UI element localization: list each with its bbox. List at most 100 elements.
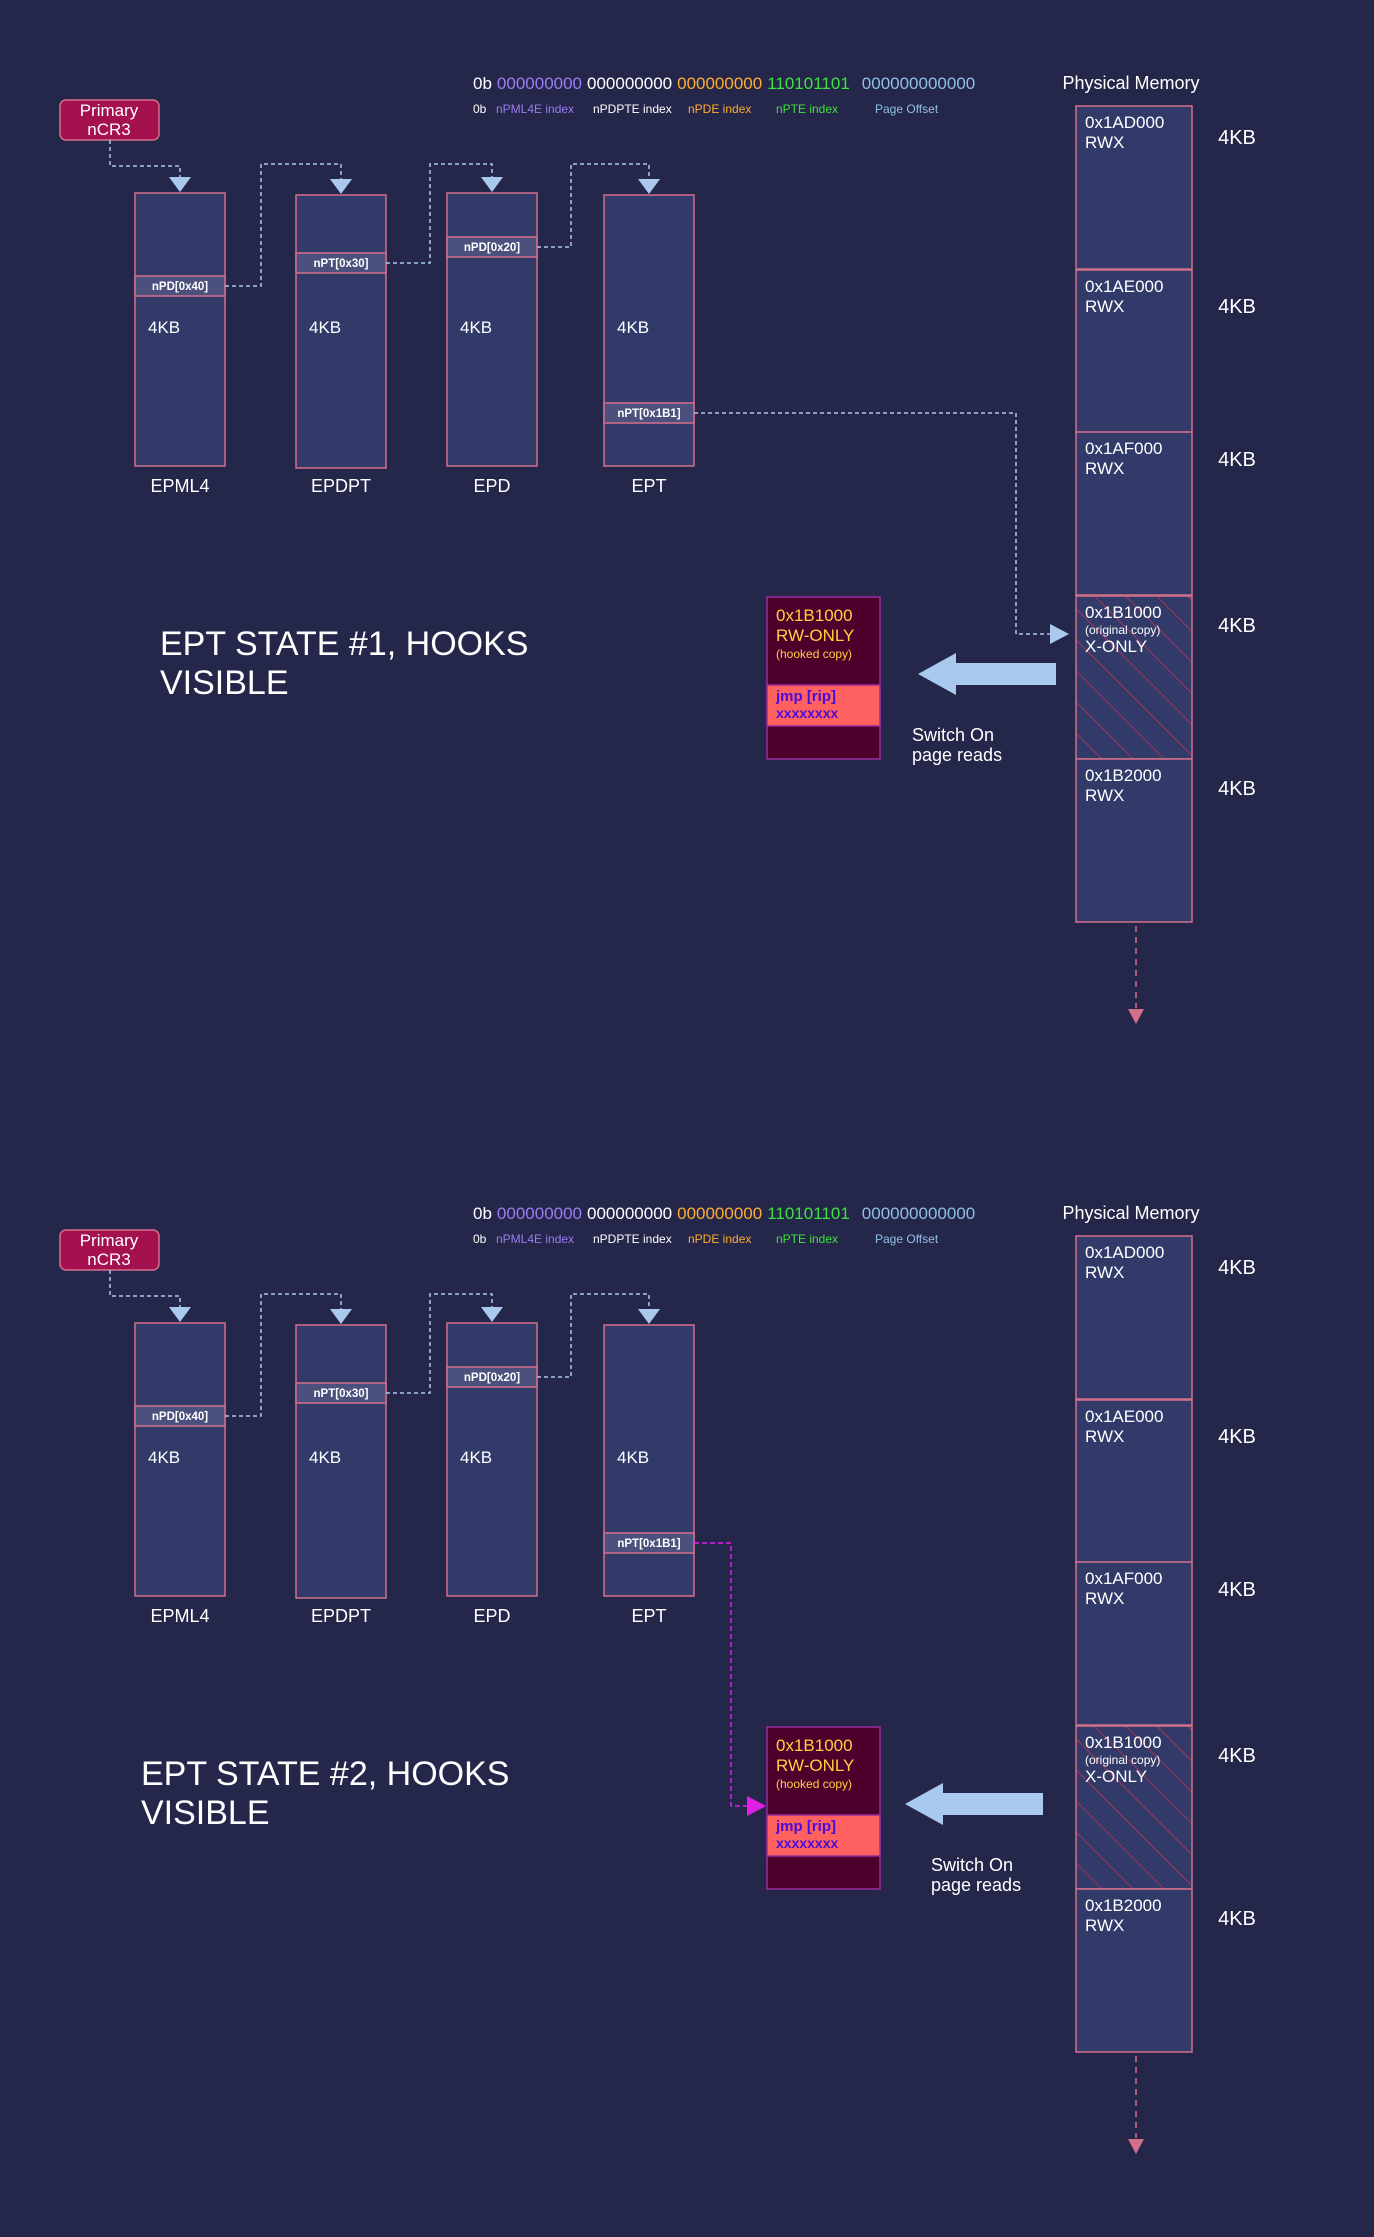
table-name: EPDPT	[311, 1606, 371, 1626]
hooked-page-note: (hooked copy)	[776, 647, 852, 661]
memory-page-address: 0x1B1000	[1085, 1733, 1162, 1752]
hooked-page-note: (hooked copy)	[776, 1777, 852, 1791]
ept-to-hook-arrowhead	[747, 1796, 766, 1816]
ept-to-original-arrowhead	[1050, 624, 1069, 644]
table-body	[295, 1324, 387, 1599]
table-name: EPDPT	[311, 476, 371, 496]
hook-jmp-instruction: jmp [rip]	[775, 1818, 836, 1835]
state-title-line1: EPT STATE #2, HOOKS	[141, 1755, 509, 1793]
table-arrowhead-3	[638, 1309, 660, 1324]
memory-page-box	[1075, 269, 1193, 434]
table-entry-label: nPD[0x20]	[464, 1372, 520, 1384]
memory-page-box	[1075, 1561, 1193, 1726]
legend-pt: nPTE index	[776, 1232, 838, 1246]
table-arrowhead-1	[330, 1309, 352, 1324]
memory-page-address: 0x1AF000	[1085, 439, 1163, 458]
hooked-jmp-block	[766, 1814, 881, 1857]
table-epd: nPD[0x20] 4KB EPD	[446, 1322, 538, 1626]
hooked-page-permission: RW-ONLY	[776, 626, 854, 645]
table-size: 4KB	[460, 1448, 492, 1467]
cr3-label: Primary	[80, 101, 139, 120]
switch-label-2a: Switch On	[931, 1855, 1013, 1875]
memory-page-box	[1075, 1399, 1193, 1564]
table-arrowhead-3	[638, 179, 660, 194]
cr3-label: Primary	[80, 1231, 139, 1250]
memory-page-permission: RWX	[1085, 133, 1124, 152]
memory-page-0x1b1000: 0x1B1000(original copy)X-ONLY	[1075, 595, 1193, 760]
cr3-arrowhead	[169, 1307, 191, 1322]
memory-continuation-arrowhead	[1128, 2139, 1144, 2154]
table-name: EPD	[473, 1606, 510, 1626]
memory-page-size: 4KB	[1218, 1579, 1256, 1601]
table-entry-label: nPT[0x30]	[314, 1388, 369, 1400]
memory-page-note: (original copy)	[1085, 1753, 1160, 1767]
hook-jmp-target: xxxxxxxx	[776, 1835, 839, 1851]
memory-page-address: 0x1AF000	[1085, 1569, 1163, 1588]
table-size: 4KB	[309, 318, 341, 337]
memory-page-size: 4KB	[1218, 778, 1256, 800]
memory-page-permission: X-ONLY	[1085, 637, 1147, 656]
table-size: 4KB	[460, 318, 492, 337]
table-epd: nPD[0x20] 4KB EPD	[446, 192, 538, 496]
ept-to-hook-connector	[694, 1542, 748, 1807]
table-size: 4KB	[309, 1448, 341, 1467]
memory-page-permission: RWX	[1085, 297, 1124, 316]
legend-pdpt: nPDPTE index	[593, 1232, 672, 1246]
address-bits: 0b 000000000 000000000 000000000 110101101 00…	[473, 1204, 975, 1223]
legend-pt: nPTE index	[776, 102, 838, 116]
switch-arrow-2	[905, 1783, 1043, 1825]
memory-page-permission: RWX	[1085, 459, 1124, 478]
table-size: 4KB	[617, 318, 649, 337]
table-arrowhead-2	[481, 1307, 503, 1322]
table-entry-label: nPT[0x30]	[314, 258, 369, 270]
address-pml4-bits: 000000000	[497, 1204, 582, 1223]
memory-page-size: 4KB	[1218, 296, 1256, 318]
memory-page-permission: RWX	[1085, 1589, 1124, 1608]
table-body	[295, 194, 387, 469]
memory-page-address: 0x1AD000	[1085, 113, 1164, 132]
table-entry-label: nPT[0x1B1]	[617, 408, 680, 420]
hooked-page-box	[766, 1726, 881, 1890]
memory-page-box	[1075, 1725, 1193, 1890]
table-connector-1	[225, 163, 342, 287]
memory-page-box	[1075, 595, 1193, 760]
memory-page-address: 0x1B1000	[1085, 603, 1162, 622]
hook-jmp-target: xxxxxxxx	[776, 705, 839, 721]
memory-page-box	[1075, 758, 1193, 923]
legend-offset: Page Offset	[875, 1232, 939, 1246]
memory-page-box	[1075, 1888, 1193, 2053]
memory-page-address: 0x1AE000	[1085, 1407, 1163, 1426]
address-offset-bits: 000000000000	[862, 74, 975, 93]
memory-page-permission: RWX	[1085, 786, 1124, 805]
table-epml4: nPD[0x40] 4KB EPML4	[134, 192, 226, 496]
memory-page-address: 0x1B2000	[1085, 1896, 1162, 1915]
table-size: 4KB	[617, 1448, 649, 1467]
table-name: EPML4	[150, 1606, 209, 1626]
table-name: EPT	[631, 1606, 666, 1626]
hooked-page-box	[766, 596, 881, 760]
address-prefix: 0b	[473, 1204, 492, 1223]
table-entry-label: nPD[0x40]	[152, 1411, 208, 1423]
physical-memory-title: Physical Memory	[1062, 1203, 1199, 1223]
table-ept: nPT[0x1B1] 4KB EPT	[603, 194, 695, 496]
cr3-register: nCR3	[87, 1250, 130, 1269]
hooked-page-permission: RW-ONLY	[776, 1756, 854, 1775]
state-title-line2: VISIBLE	[160, 664, 289, 702]
table-ept: nPT[0x1B1] 4KB EPT	[603, 1324, 695, 1626]
memory-page-address: 0x1AE000	[1085, 277, 1163, 296]
hooked-page-address: 0x1B1000	[776, 1736, 853, 1755]
address-prefix: 0b	[473, 74, 492, 93]
memory-page-permission: RWX	[1085, 1427, 1124, 1446]
memory-page-note: (original copy)	[1085, 623, 1160, 637]
address-pt-bits: 110101101	[767, 1204, 850, 1223]
table-arrowhead-1	[330, 179, 352, 194]
section-state1: 0b 000000000 000000000 000000000 110101101 00…	[59, 73, 1256, 1024]
table-connector-1	[225, 1293, 342, 1417]
memory-page-permission: RWX	[1085, 1263, 1124, 1282]
